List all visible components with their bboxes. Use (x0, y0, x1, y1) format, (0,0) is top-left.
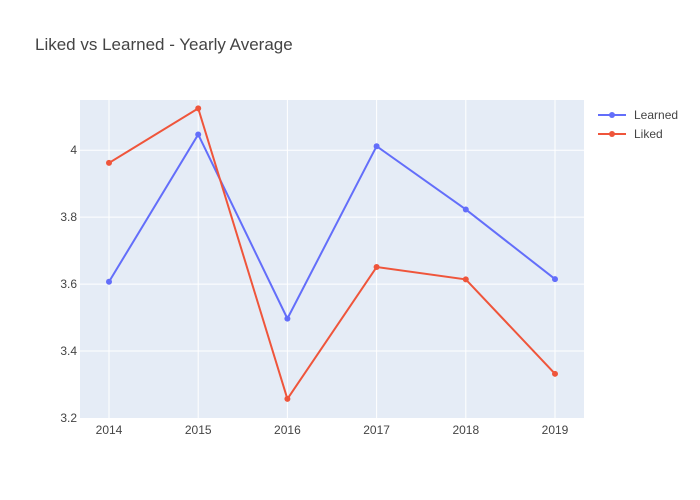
data-point-learned[interactable] (552, 276, 558, 283)
legend-label: Liked (634, 127, 663, 141)
data-point-learned[interactable] (195, 131, 202, 138)
x-tick-label: 2017 (363, 423, 390, 437)
y-gridlines (80, 149, 584, 352)
data-point-learned[interactable] (106, 278, 112, 285)
data-point-liked[interactable] (284, 395, 291, 402)
x-tick-label: 2014 (96, 423, 123, 437)
legend-marker-swatch (609, 112, 615, 118)
series-line-liked (108, 106, 556, 402)
legend-marker-swatch (609, 131, 615, 137)
data-point-learned[interactable] (373, 143, 380, 150)
chart-title: Liked vs Learned - Yearly Average (35, 35, 293, 54)
y-tick-label: 3.2 (60, 411, 77, 425)
x-axis-ticks: 2014 2015 2016 2017 2018 2019 (96, 423, 569, 437)
data-point-learned[interactable] (284, 315, 291, 322)
data-point-learned[interactable] (462, 206, 469, 213)
series-layer (106, 105, 558, 402)
y-tick-label: 4 (70, 143, 77, 157)
data-point-liked[interactable] (552, 370, 558, 377)
legend[interactable]: Learned Liked (598, 108, 678, 141)
x-tick-label: 2016 (274, 423, 301, 437)
legend-item-learned[interactable]: Learned (598, 108, 678, 122)
legend-item-liked[interactable]: Liked (598, 127, 663, 141)
data-point-liked[interactable] (106, 159, 112, 166)
legend-label: Learned (634, 108, 678, 122)
y-tick-label: 3.4 (60, 344, 77, 358)
data-point-liked[interactable] (462, 276, 469, 283)
y-axis-ticks: 3.2 3.4 3.6 3.8 4 (60, 143, 77, 425)
x-gridlines (108, 100, 556, 418)
x-tick-label: 2019 (542, 423, 569, 437)
x-tick-label: 2018 (452, 423, 479, 437)
y-tick-label: 3.6 (60, 277, 77, 291)
x-tick-label: 2015 (185, 423, 212, 437)
data-point-liked[interactable] (373, 264, 380, 271)
plot-area (80, 100, 584, 418)
data-point-liked[interactable] (195, 105, 202, 112)
series-line-learned (108, 132, 556, 321)
y-tick-label: 3.8 (60, 210, 77, 224)
